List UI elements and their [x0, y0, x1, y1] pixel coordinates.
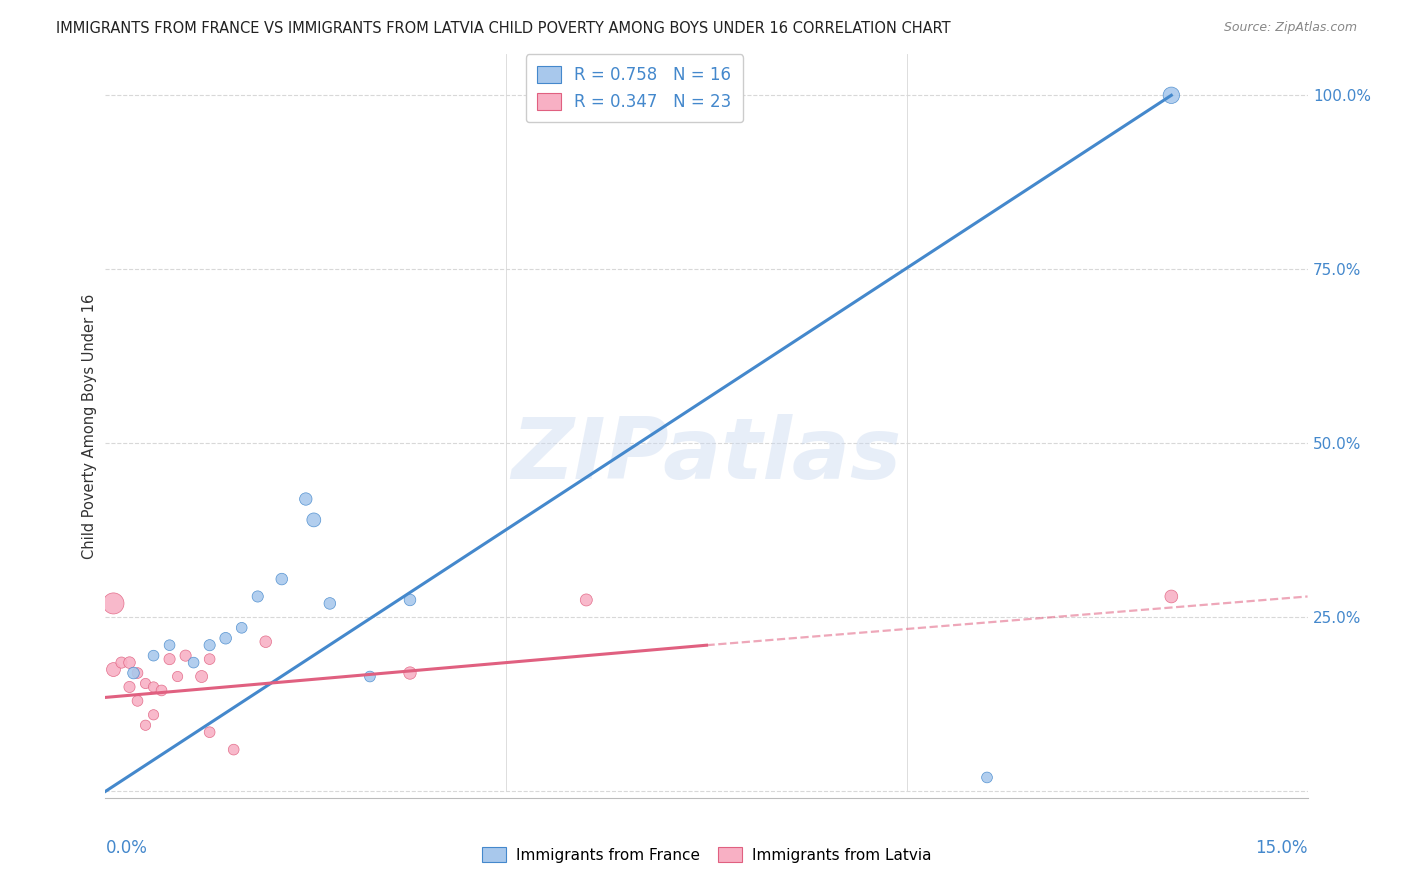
Point	[110, 656, 132, 670]
Point	[214, 632, 236, 646]
Point	[295, 491, 318, 506]
Text: 15.0%: 15.0%	[1256, 839, 1308, 857]
Point	[359, 669, 381, 683]
Legend: Immigrants from France, Immigrants from Latvia: Immigrants from France, Immigrants from …	[475, 840, 938, 869]
Point	[166, 669, 188, 683]
Point	[246, 590, 269, 604]
Point	[142, 707, 165, 722]
Point	[1160, 590, 1182, 604]
Point	[231, 621, 253, 635]
Point	[159, 652, 181, 666]
Point	[127, 666, 149, 681]
Point	[198, 652, 221, 666]
Point	[183, 656, 205, 670]
Point	[399, 666, 422, 681]
Point	[399, 593, 422, 607]
Text: ZIPatlas: ZIPatlas	[512, 414, 901, 497]
Point	[103, 663, 125, 677]
Point	[575, 593, 598, 607]
Point	[118, 680, 141, 694]
Point	[222, 742, 245, 756]
Point	[150, 683, 173, 698]
Point	[1160, 88, 1182, 103]
Point	[270, 572, 292, 586]
Point	[127, 694, 149, 708]
Point	[122, 666, 145, 681]
Point	[142, 648, 165, 663]
Point	[135, 718, 157, 732]
Point	[142, 680, 165, 694]
Point	[159, 638, 181, 652]
Point	[254, 634, 277, 648]
Y-axis label: Child Poverty Among Boys Under 16: Child Poverty Among Boys Under 16	[82, 293, 97, 558]
Point	[198, 638, 221, 652]
Point	[118, 656, 141, 670]
Text: IMMIGRANTS FROM FRANCE VS IMMIGRANTS FROM LATVIA CHILD POVERTY AMONG BOYS UNDER : IMMIGRANTS FROM FRANCE VS IMMIGRANTS FRO…	[56, 21, 950, 37]
Point	[976, 771, 998, 785]
Point	[135, 676, 157, 690]
Text: Source: ZipAtlas.com: Source: ZipAtlas.com	[1223, 21, 1357, 35]
Point	[302, 513, 325, 527]
Point	[319, 596, 342, 610]
Point	[103, 596, 125, 610]
Point	[190, 669, 212, 683]
Text: 0.0%: 0.0%	[105, 839, 148, 857]
Point	[174, 648, 197, 663]
Point	[198, 725, 221, 739]
